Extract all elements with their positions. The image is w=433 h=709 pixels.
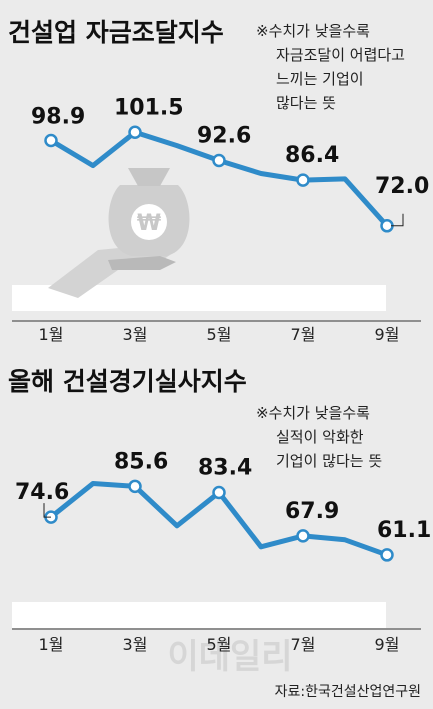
label-leader-line [391, 213, 404, 227]
data-label: 86.4 [285, 143, 339, 168]
source-note: 자료:한국건설산업연구원 [274, 684, 421, 700]
x-tick-label: 7월 [291, 635, 316, 654]
chart-1-note-line: 자금조달이 어렵다고 [276, 46, 405, 64]
chart-1: 건설업 자금조달지수 ※수치가 낮을수록 자금조달이 어렵다고 느끼는 기업이 … [8, 18, 429, 344]
chart-1-note-line: 느끼는 기업이 [276, 70, 364, 88]
watermark-logo: 이데일리 [167, 637, 292, 677]
money-bag-hand-icon: ₩ [48, 168, 190, 298]
data-label: 61.1 [377, 518, 431, 543]
x-tick-label: 1월 [39, 325, 64, 344]
data-label: 85.6 [114, 449, 168, 474]
x-tick-label: 5월 [207, 325, 232, 344]
data-label: 72.0 [375, 174, 429, 199]
data-point-marker [296, 173, 310, 187]
chart-2: 올해 건설경기실사지수 ※수치가 낮을수록 실적이 악화한 기업이 많다는 뜻 … [8, 367, 431, 654]
chart-2-axis-band [12, 602, 386, 628]
x-tick-label: 9월 [375, 325, 400, 344]
data-point-marker [380, 548, 394, 562]
x-tick-label: 1월 [39, 635, 64, 654]
data-label: 101.5 [114, 95, 184, 120]
chart-2-note: ※수치가 낮을수록 실적이 악화한 기업이 많다는 뜻 [256, 404, 382, 470]
chart-1-title: 건설업 자금조달지수 [8, 18, 224, 47]
data-point-marker [212, 153, 226, 168]
x-tick-label: 9월 [375, 635, 400, 654]
chart-1-note-line: ※수치가 낮을수록 [256, 22, 370, 40]
chart-2-note-line: 실적이 악화한 [276, 428, 364, 446]
data-label: 67.9 [285, 499, 339, 524]
data-point-marker [212, 485, 226, 500]
data-point-marker [296, 529, 310, 543]
chart-2-note-line: 기업이 많다는 뜻 [276, 452, 382, 470]
data-label: 83.4 [198, 455, 252, 480]
label-leader-line [43, 503, 51, 518]
data-point-marker [128, 125, 142, 140]
data-label: 92.6 [197, 123, 251, 148]
x-tick-label: 3월 [123, 325, 148, 344]
data-point-marker [128, 479, 142, 494]
data-point-marker [380, 219, 394, 233]
chart-2-note-line: ※수치가 낮을수록 [256, 404, 370, 422]
svg-text:₩: ₩ [137, 211, 161, 236]
data-point-marker [44, 133, 58, 148]
data-label: 98.9 [31, 105, 85, 130]
chart-1-note-line: 많다는 뜻 [276, 94, 336, 112]
chart-1-note: ※수치가 낮을수록 자금조달이 어렵다고 느끼는 기업이 많다는 뜻 [256, 22, 405, 112]
data-label: 74.6 [15, 480, 69, 505]
chart-2-title: 올해 건설경기실사지수 [8, 367, 247, 396]
x-tick-label: 5월 [207, 635, 232, 654]
x-tick-label: 3월 [123, 635, 148, 654]
x-tick-label: 7월 [291, 325, 316, 344]
